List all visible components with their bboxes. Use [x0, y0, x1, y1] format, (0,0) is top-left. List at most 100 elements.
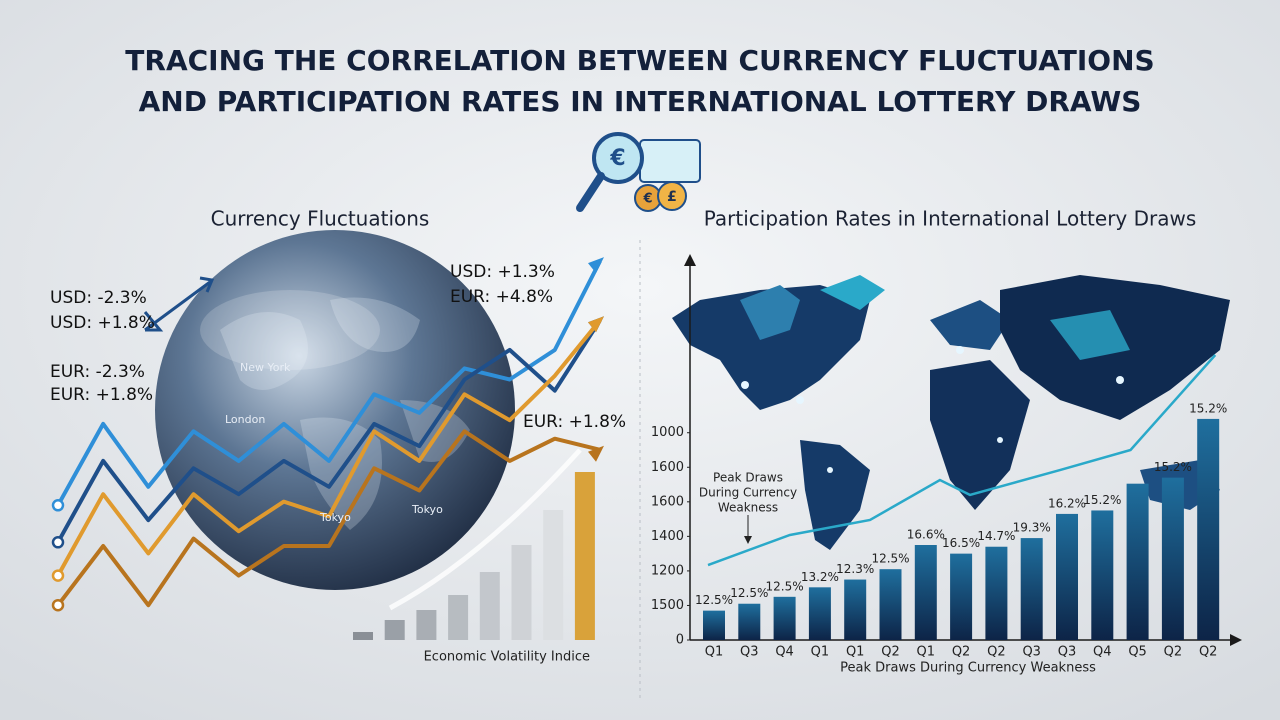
world-map: [672, 275, 1230, 550]
chart-title: Economic Volatility Indice: [424, 650, 590, 665]
y-tick-label: 1600: [651, 460, 684, 475]
bar: [773, 596, 796, 640]
annotation: EUR: -2.3%: [50, 362, 145, 382]
x-tick-label: Q3: [1022, 645, 1041, 660]
annotation: Weakness: [718, 501, 778, 515]
bar: [1161, 477, 1184, 640]
annotation: During Currency: [699, 486, 797, 500]
bar: [448, 595, 469, 640]
bar: [950, 553, 973, 640]
annotation-arrow: [744, 536, 752, 544]
bar-label: 19.3%: [1013, 521, 1051, 535]
bar: [703, 610, 725, 640]
x-tick-label: Q2: [952, 645, 971, 660]
globe: [155, 230, 515, 590]
bar: [914, 545, 937, 640]
annotation: EUR: +1.8%: [523, 412, 626, 432]
x-tick-label: Q4: [1093, 645, 1112, 660]
bar: [479, 572, 500, 640]
series-line: [56, 319, 602, 577]
series-start-marker: [51, 536, 65, 549]
bar: [1197, 418, 1220, 640]
y-tick-label: 1500: [651, 598, 684, 613]
bar: [1056, 513, 1078, 640]
x-tick-label: Q2: [881, 645, 900, 660]
chart-title: Currency Fluctuations: [211, 207, 430, 231]
chart-title: Participation Rates in International Lot…: [704, 207, 1197, 231]
x-tick-label: Q1: [917, 645, 936, 660]
series-start-marker: [51, 499, 65, 512]
bar: [1091, 510, 1114, 640]
map-label: New York: [240, 361, 291, 374]
series-arrowhead: [588, 257, 604, 274]
bar-label: 12.5%: [871, 552, 909, 566]
bar-label: 15.2%: [1154, 460, 1192, 474]
annotation: EUR: +1.8%: [50, 385, 153, 405]
y-tick-label: 1400: [651, 529, 684, 544]
decor-arrow: [143, 311, 164, 332]
bar: [353, 632, 373, 640]
trend-line: [707, 354, 1217, 567]
icon-symbol: €: [642, 192, 652, 207]
annotation: USD: +1.8%: [50, 313, 155, 333]
bar-label: 12.5%: [766, 579, 804, 593]
bar-label: 12.5%: [695, 593, 733, 607]
x-tick-label: Q1: [846, 645, 865, 660]
x-tick-label: Q2: [987, 645, 1006, 660]
bar: [416, 610, 437, 640]
bar: [511, 545, 532, 640]
decor-arrow: [144, 280, 211, 332]
bar: [738, 603, 761, 640]
decor-arrow: [199, 276, 215, 293]
bar: [1020, 538, 1043, 640]
bar-label: 12.5%: [730, 586, 768, 600]
series-arrowhead: [588, 316, 604, 333]
x-tick-label: Q1: [811, 645, 830, 660]
x-axis-label: Peak Draws During Currency Weakness: [840, 661, 1096, 676]
bar-label: 16.6%: [907, 528, 945, 542]
map-label: Tokyo: [319, 511, 351, 524]
series-start-marker: [51, 569, 65, 582]
icon-symbol: £: [667, 189, 677, 205]
annotation: EUR: +4.8%: [450, 287, 553, 307]
bar: [844, 579, 867, 640]
series-line: [56, 260, 602, 507]
bar-label: 14.7%: [977, 529, 1015, 543]
bar: [384, 620, 405, 640]
x-tick-label: Q3: [740, 645, 759, 660]
y-tick-label: 1600: [651, 494, 684, 509]
axis-arrow: [1230, 634, 1242, 646]
y-tick-label: 1200: [651, 563, 684, 578]
y-tick-label: 1000: [651, 425, 684, 440]
series-arrowhead: [588, 445, 604, 462]
bar-label: 16.5%: [942, 536, 980, 550]
map-label: Tokyo: [411, 503, 443, 516]
bar-label: 15.2%: [1083, 493, 1121, 507]
annotation: USD: +1.3%: [450, 262, 555, 282]
series-start-marker: [51, 598, 65, 612]
bar: [574, 472, 595, 640]
bar: [879, 569, 902, 640]
bar-label: 16.2%: [1048, 496, 1086, 510]
icon-symbol: €: [609, 146, 625, 171]
y-tick-label: 0: [676, 633, 684, 648]
x-tick-label: Q4: [775, 645, 794, 660]
x-tick-label: Q5: [1128, 645, 1147, 660]
x-tick-label: Q1: [705, 645, 724, 660]
bar-label: 12.3%: [836, 562, 874, 576]
title-line: AND PARTICIPATION RATES IN INTERNATIONAL…: [139, 85, 1142, 118]
series-line: [56, 319, 602, 544]
bar-label: 15.2%: [1189, 401, 1227, 415]
bar: [808, 587, 831, 640]
x-tick-label: Q2: [1164, 645, 1183, 660]
x-tick-label: Q3: [1058, 645, 1077, 660]
icon: € € £: [576, 132, 701, 212]
bar: [543, 510, 564, 640]
title-line: TRACING THE CORRELATION BETWEEN CURRENCY…: [125, 44, 1154, 77]
bar: [1126, 483, 1149, 640]
decor-arrow: [388, 448, 582, 611]
map-label: London: [225, 413, 265, 426]
axis-arrow: [684, 254, 696, 266]
series-line: [56, 429, 601, 608]
